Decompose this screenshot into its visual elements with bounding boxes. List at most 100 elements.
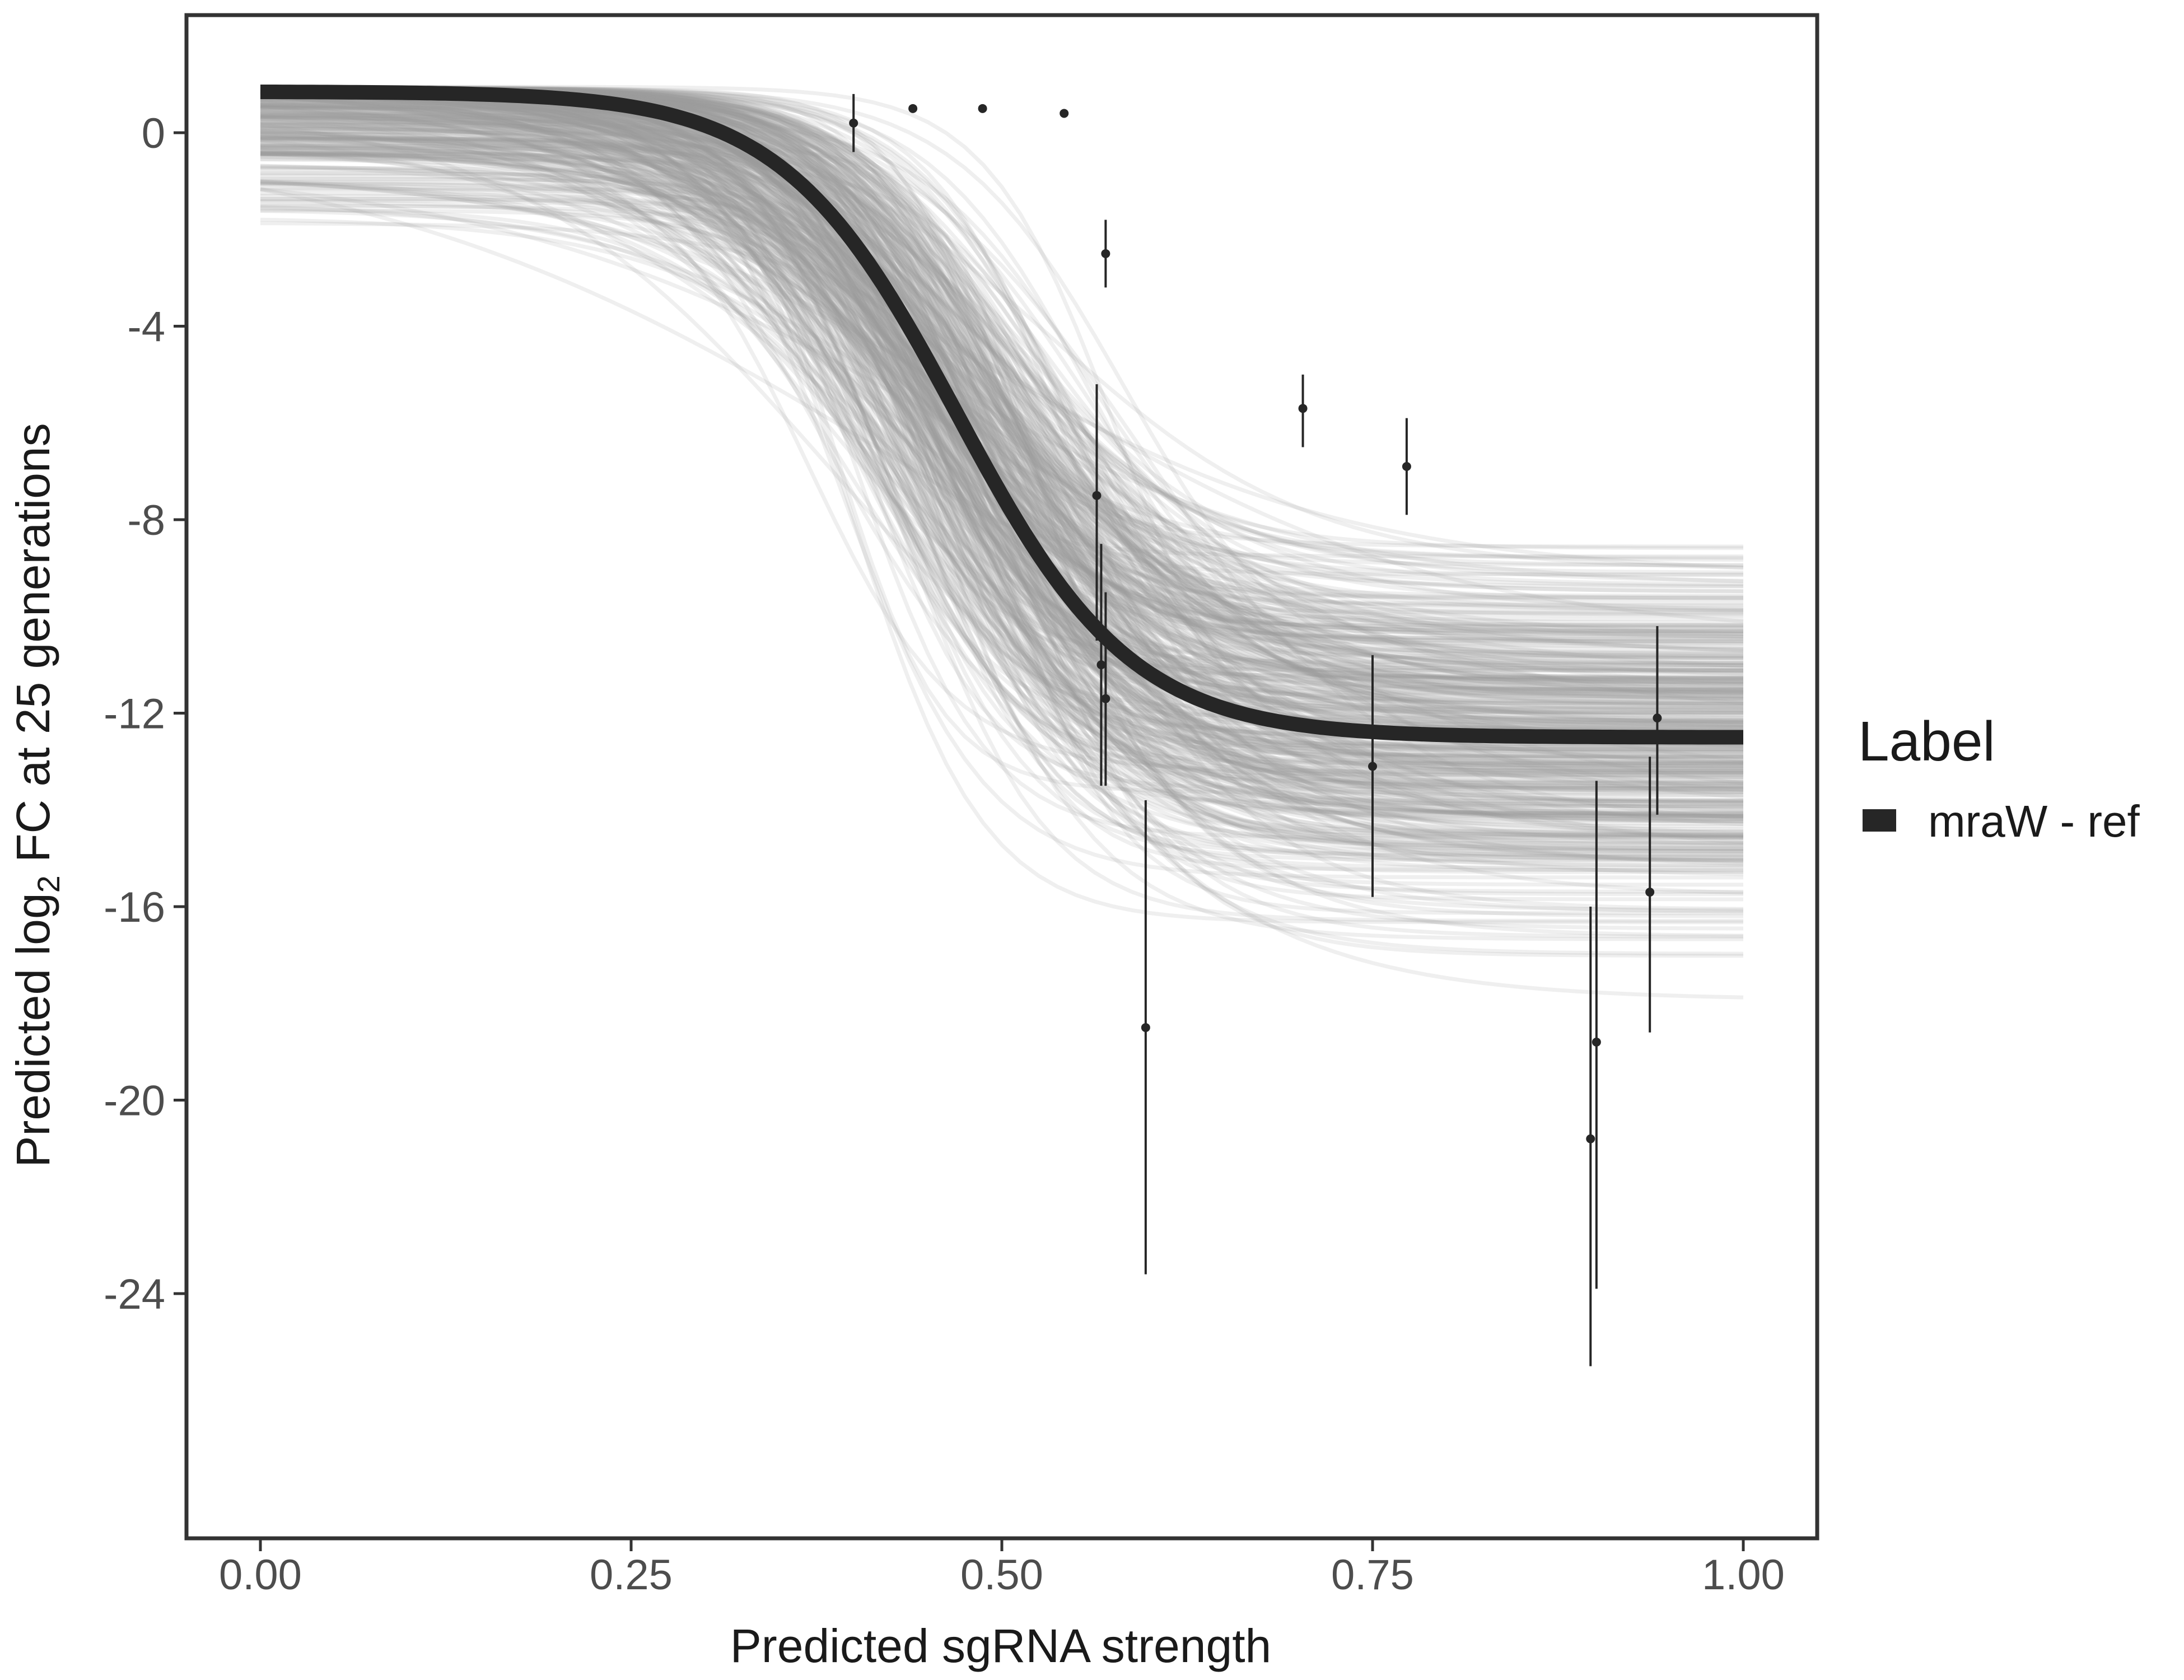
- posterior-draw-line: [260, 136, 1743, 680]
- posterior-draw-line: [260, 136, 1743, 691]
- posterior-draw-line: [260, 130, 1743, 627]
- posterior-draw-line: [260, 153, 1744, 764]
- posterior-draw-line: [260, 91, 1744, 646]
- posterior-draw-line: [260, 129, 1744, 693]
- posterior-draw-line: [260, 103, 1743, 840]
- posterior-draw-line: [260, 197, 1743, 711]
- posterior-draw-line: [260, 110, 1743, 635]
- data-point: [1402, 461, 1411, 471]
- posterior-draw-line: [260, 101, 1744, 636]
- posterior-draw-line: [260, 122, 1743, 720]
- posterior-draw-line: [260, 138, 1744, 956]
- posterior-draw-line: [260, 111, 1743, 846]
- posterior-draw-line: [260, 90, 1744, 771]
- posterior-draw-line: [260, 150, 1743, 791]
- posterior-draw-line: [260, 113, 1744, 813]
- posterior-draw-line: [260, 124, 1744, 802]
- posterior-draw-line: [260, 134, 1743, 762]
- posterior-draw-line: [260, 90, 1744, 651]
- posterior-draw-line: [260, 171, 1743, 673]
- posterior-draw-line: [260, 87, 1744, 684]
- posterior-draw-line: [260, 91, 1744, 827]
- posterior-draw-line: [260, 146, 1743, 916]
- legend: Label mraW - ref: [1858, 710, 2140, 846]
- posterior-draw-line: [260, 143, 1744, 824]
- y-tick-label: -20: [104, 1077, 165, 1125]
- posterior-draw-line: [260, 102, 1743, 730]
- posterior-draw-line: [260, 94, 1744, 795]
- y-axis-title-main: Predicted log: [7, 893, 59, 1167]
- posterior-draw-line: [260, 135, 1744, 712]
- posterior-draw-line: [260, 125, 1743, 752]
- posterior-draw-line: [260, 138, 1744, 659]
- data-point: [1653, 713, 1662, 723]
- data-point: [1645, 888, 1655, 897]
- posterior-draw-line: [260, 123, 1743, 759]
- posterior-draw-line: [260, 114, 1744, 594]
- posterior-draw-line: [260, 147, 1743, 837]
- posterior-draw-line: [260, 104, 1744, 837]
- posterior-draw-line: [260, 143, 1743, 724]
- legend-title: Label: [1858, 710, 1995, 773]
- data-point: [1592, 1037, 1601, 1047]
- posterior-draw-line: [260, 187, 1744, 763]
- posterior-draw-line: [260, 178, 1743, 577]
- posterior-draw-line: [260, 102, 1743, 785]
- posterior-draw-line: [260, 105, 1743, 731]
- posterior-draw-line: [260, 135, 1744, 821]
- posterior-draw-line: [260, 85, 1744, 766]
- y-axis-title: Predicted log2 FC at 25 generations: [7, 423, 66, 1167]
- posterior-draw-line: [260, 151, 1744, 695]
- posterior-draw-line: [260, 127, 1744, 673]
- observed-points: [849, 94, 1662, 1366]
- data-point: [1141, 1023, 1150, 1032]
- y-tick-label: -8: [127, 497, 165, 544]
- posterior-draw-line: [260, 181, 1744, 612]
- posterior-draw-line: [260, 179, 1743, 722]
- posterior-draw-line: [260, 123, 1744, 674]
- posterior-draw-line: [260, 90, 1743, 643]
- posterior-draw-line: [260, 167, 1743, 816]
- posterior-draw-line: [260, 133, 1744, 824]
- posterior-draw-line: [260, 130, 1744, 781]
- posterior-draw-line: [260, 151, 1743, 773]
- posterior-draw-line: [260, 90, 1744, 675]
- posterior-draw-line: [260, 113, 1743, 633]
- posterior-draw-line: [260, 90, 1744, 794]
- posterior-draw-line: [260, 95, 1743, 815]
- posterior-draw-line: [260, 125, 1744, 603]
- posterior-draw-line: [260, 91, 1744, 838]
- legend-label-mraW-ref: mraW - ref: [1928, 796, 2140, 846]
- posterior-draw-line: [260, 93, 1744, 846]
- posterior-draw-line: [260, 87, 1744, 660]
- posterior-draw-line: [260, 101, 1743, 870]
- posterior-draw-line: [260, 145, 1744, 729]
- data-point: [1368, 762, 1377, 771]
- posterior-draw-line: [260, 134, 1744, 568]
- posterior-draw-line: [260, 151, 1744, 729]
- posterior-draw-line: [260, 208, 1743, 797]
- posterior-draw-line: [260, 135, 1743, 699]
- posterior-draw-line: [260, 130, 1744, 668]
- posterior-draw-line: [260, 124, 1744, 809]
- y-tick-label: -16: [104, 884, 165, 931]
- posterior-draw-line: [260, 120, 1743, 872]
- data-point: [908, 104, 918, 113]
- posterior-draw-line: [260, 92, 1744, 866]
- posterior-draw-line: [260, 199, 1743, 790]
- posterior-draw-line: [260, 88, 1744, 826]
- posterior-draw-line: [260, 109, 1744, 694]
- posterior-draw-line: [260, 104, 1744, 638]
- posterior-draw-line: [260, 181, 1744, 732]
- posterior-draw-line: [260, 151, 1743, 834]
- posterior-draw-line: [260, 90, 1744, 773]
- posterior-draw-line: [260, 91, 1744, 862]
- posterior-draw-line: [260, 152, 1744, 670]
- fit-line-mraW-ref: [260, 85, 1743, 745]
- posterior-draw-line: [260, 127, 1743, 757]
- posterior-draw-line: [260, 176, 1743, 678]
- posterior-draw-line: [260, 164, 1744, 661]
- posterior-draw-line: [260, 197, 1743, 815]
- posterior-draw-line: [260, 115, 1743, 715]
